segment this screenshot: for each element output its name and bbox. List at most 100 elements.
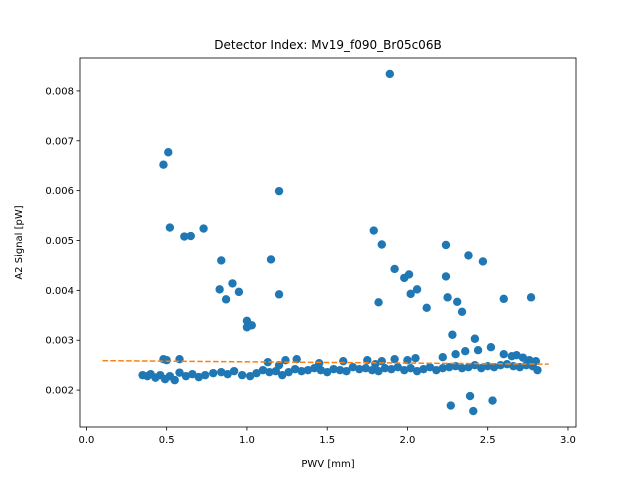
- data-point: [290, 364, 300, 374]
- data-point: [457, 363, 467, 373]
- data-point: [170, 375, 179, 385]
- data-point: [404, 270, 414, 279]
- data-point: [265, 367, 274, 377]
- data-point: [180, 232, 189, 241]
- data-point: [422, 303, 431, 313]
- x-tick-label: 2.0: [400, 435, 416, 446]
- data-point: [297, 366, 306, 376]
- data-point: [303, 365, 313, 375]
- data-point: [533, 365, 542, 375]
- data-point: [385, 69, 394, 79]
- data-point: [438, 352, 447, 362]
- data-point: [499, 349, 508, 359]
- data-point: [444, 362, 454, 372]
- data-point: [377, 240, 386, 249]
- data-point: [278, 370, 287, 380]
- data-point: [461, 347, 470, 356]
- y-tick-label: 0.006: [45, 186, 74, 197]
- data-point: [499, 294, 508, 304]
- data-point: [215, 285, 224, 294]
- data-point: [314, 358, 324, 368]
- data-point: [457, 307, 467, 317]
- data-point: [403, 355, 412, 365]
- data-point: [390, 264, 399, 274]
- data-point: [374, 298, 383, 307]
- data-point: [361, 363, 370, 373]
- data-point: [419, 364, 428, 374]
- y-tick-label: 0.003: [45, 336, 74, 347]
- data-point: [162, 355, 171, 365]
- plot-frame: [79, 57, 577, 428]
- data-marks: [138, 69, 542, 416]
- data-point: [515, 362, 525, 372]
- data-point: [412, 285, 422, 294]
- data-point: [425, 362, 435, 372]
- data-point: [464, 251, 473, 260]
- x-tick-label: 2.5: [480, 435, 496, 446]
- data-point: [451, 349, 460, 359]
- data-point: [201, 370, 210, 380]
- data-point: [186, 231, 195, 241]
- fit-line: [102, 359, 549, 365]
- data-point: [209, 368, 218, 378]
- data-point: [387, 364, 396, 374]
- data-point: [274, 360, 284, 370]
- data-point: [284, 367, 293, 377]
- data-point: [512, 350, 521, 360]
- x-tick-label: 1.5: [319, 435, 335, 446]
- x-tick-label: 3.0: [560, 435, 576, 446]
- data-point: [252, 368, 261, 378]
- y-tick-label: 0.002: [45, 386, 74, 397]
- data-point: [470, 334, 480, 343]
- x-axis-label: PWV [mm]: [301, 459, 354, 470]
- data-point: [377, 356, 386, 366]
- data-point: [406, 289, 415, 299]
- y-tick-label: 0.007: [45, 136, 74, 147]
- data-point: [374, 366, 383, 376]
- data-point: [175, 354, 184, 364]
- data-point: [223, 369, 232, 379]
- data-point: [217, 367, 226, 377]
- data-point: [188, 369, 197, 379]
- data-point: [432, 365, 441, 375]
- data-point: [518, 353, 528, 362]
- data-point: [245, 371, 255, 381]
- data-point: [390, 354, 399, 364]
- data-point: [448, 330, 457, 339]
- chart-title: Detector Index: Mv19_f090_Br05c06B: [214, 38, 441, 52]
- data-point: [380, 363, 390, 373]
- x-axis: 0.0 0.5 1.0 1.5 2.0 2.5 3.0: [78, 427, 576, 446]
- data-point: [473, 346, 483, 355]
- data-point: [159, 160, 168, 169]
- data-point: [464, 362, 473, 372]
- data-point: [292, 354, 301, 364]
- data-point: [199, 224, 208, 233]
- fit-line-group: [102, 359, 549, 365]
- data-point: [281, 355, 290, 365]
- data-point: [393, 362, 403, 372]
- data-point: [164, 148, 173, 157]
- data-point: [274, 186, 284, 196]
- y-axis: 0.002 0.003 0.004 0.005 0.006 0.007 0.008: [45, 86, 80, 397]
- data-point: [194, 372, 203, 382]
- y-axis-label: A2 Signal [pW]: [14, 205, 25, 279]
- data-point: [438, 363, 447, 373]
- data-point: [478, 257, 488, 266]
- data-point: [217, 256, 226, 265]
- data-point: [263, 357, 273, 367]
- data-point: [355, 364, 364, 374]
- data-point: [175, 368, 184, 377]
- data-point: [486, 343, 496, 352]
- data-point: [412, 366, 422, 376]
- data-point: [489, 362, 499, 372]
- data-point: [221, 295, 231, 304]
- data-point: [446, 401, 455, 410]
- data-point: [234, 287, 244, 297]
- data-point: [465, 391, 475, 401]
- y-tick-label: 0.008: [45, 86, 74, 97]
- data-point: [247, 321, 256, 330]
- data-point: [339, 356, 348, 366]
- data-point: [181, 371, 191, 381]
- data-point: [400, 365, 409, 375]
- data-point: [411, 353, 420, 363]
